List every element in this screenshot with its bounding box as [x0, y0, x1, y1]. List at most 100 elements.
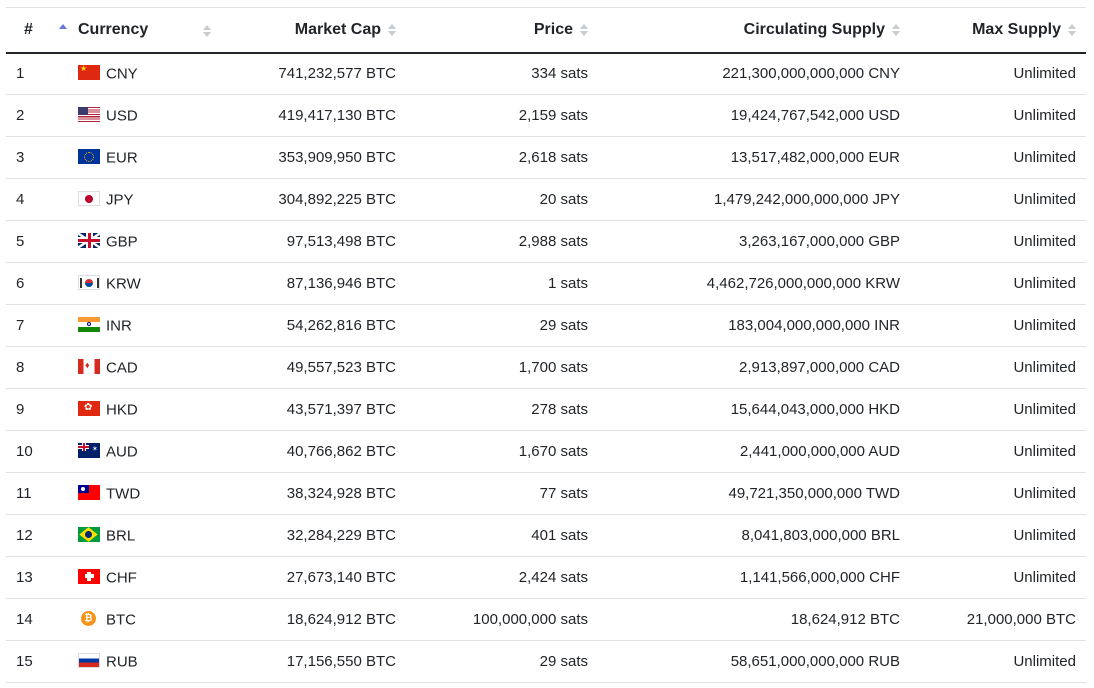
flag-au-icon: [78, 442, 100, 458]
table-row[interactable]: 1 CNY 741,232,577 BTC 334 sats 221,300,0…: [6, 53, 1086, 95]
max-supply-cell: Unlimited: [910, 431, 1086, 473]
price-cell: 29 sats: [406, 305, 598, 347]
circulating-supply-cell: 18,624,912 BTC: [598, 599, 910, 641]
currency-cell[interactable]: GBP: [68, 221, 217, 263]
market-cap-value: 43,571,397 BTC: [286, 401, 396, 418]
currency-cell[interactable]: EUR: [68, 137, 217, 179]
circulating-supply-value: 49,721,350,000,000 TWD: [728, 485, 900, 502]
rank-value: 12: [16, 527, 33, 544]
market-cap-cell: 32,284,229 BTC: [217, 515, 406, 557]
flag-tw-icon: [78, 484, 100, 500]
flag-eu-icon: [78, 148, 100, 164]
rank-cell: 13: [6, 557, 68, 599]
market-cap-value: 17,156,550 BTC: [286, 653, 396, 670]
currency-cell[interactable]: HKD: [68, 389, 217, 431]
sort-ascending-icon: [59, 24, 67, 31]
flag-ch-icon: [78, 568, 100, 584]
table-row[interactable]: 4 JPY 304,892,225 BTC 20 sats 1,479,242,…: [6, 179, 1086, 221]
currency-cell[interactable]: CNY: [68, 53, 217, 95]
rank-value: 14: [16, 611, 33, 628]
currency-cell[interactable]: CHF: [68, 557, 217, 599]
market-cap-value: 97,513,498 BTC: [286, 233, 396, 250]
table-body: 1 CNY 741,232,577 BTC 334 sats 221,300,0…: [6, 53, 1086, 683]
market-cap-cell: 40,766,862 BTC: [217, 431, 406, 473]
max-supply-value: Unlimited: [1013, 65, 1076, 83]
price-cell: 2,424 sats: [406, 557, 598, 599]
circulating-supply-value: 13,517,482,000,000 EUR: [730, 149, 900, 166]
table-row[interactable]: 5 GBP 97,513,498 BTC 2,988 sats 3,263,16…: [6, 221, 1086, 263]
price-value: 2,988 sats: [518, 233, 588, 250]
currency-cell[interactable]: BTC: [68, 599, 217, 641]
table-row[interactable]: 11 TWD 38,324,928 BTC 77 sats 49,721,350…: [6, 473, 1086, 515]
circulating-supply-cell: 8,041,803,000,000 BRL: [598, 515, 910, 557]
max-supply-value: Unlimited: [1013, 149, 1076, 166]
currency-market-cap-table: # Currency Market Cap: [6, 7, 1086, 683]
table-row[interactable]: 13 CHF 27,673,140 BTC 2,424 sats 1,141,5…: [6, 557, 1086, 599]
currency-cell[interactable]: BRL: [68, 515, 217, 557]
header-currency[interactable]: Currency: [68, 8, 217, 53]
rank-cell: 15: [6, 641, 68, 683]
currency-cell[interactable]: KRW: [68, 263, 217, 305]
currency-cell[interactable]: AUD: [68, 431, 217, 473]
header-rank-label: #: [24, 20, 33, 38]
table-row[interactable]: 15 RUB 17,156,550 BTC 29 sats 58,651,000…: [6, 641, 1086, 683]
currency-code: HKD: [106, 401, 138, 419]
rank-cell: 4: [6, 179, 68, 221]
table-row[interactable]: 6 KRW 87,136,946 BTC 1 sats 4,462,726,00…: [6, 263, 1086, 305]
max-supply-cell: Unlimited: [910, 347, 1086, 389]
currency-cell[interactable]: INR: [68, 305, 217, 347]
table-row[interactable]: 9 HKD 43,571,397 BTC 278 sats 15,644,043…: [6, 389, 1086, 431]
circulating-supply-cell: 183,004,000,000,000 INR: [598, 305, 910, 347]
header-rank[interactable]: #: [6, 8, 68, 53]
max-supply-value: Unlimited: [1013, 569, 1076, 586]
price-cell: 1,670 sats: [406, 431, 598, 473]
header-price[interactable]: Price: [406, 8, 598, 53]
header-max-supply[interactable]: Max Supply: [910, 8, 1086, 53]
market-cap-cell: 17,156,550 BTC: [217, 641, 406, 683]
table-row[interactable]: 8 CAD 49,557,523 BTC 1,700 sats 2,913,89…: [6, 347, 1086, 389]
market-cap-cell: 49,557,523 BTC: [217, 347, 406, 389]
table-row[interactable]: 3 EUR 353,909,950 BTC 2,618 sats 13,517,…: [6, 137, 1086, 179]
table-row[interactable]: 12 BRL 32,284,229 BTC 401 sats 8,041,803…: [6, 515, 1086, 557]
currency-cell[interactable]: USD: [68, 95, 217, 137]
circulating-supply-cell: 15,644,043,000,000 HKD: [598, 389, 910, 431]
price-cell: 2,988 sats: [406, 221, 598, 263]
circulating-supply-cell: 2,913,897,000,000 CAD: [598, 347, 910, 389]
currency-cell[interactable]: TWD: [68, 473, 217, 515]
price-cell: 1 sats: [406, 263, 598, 305]
circulating-supply-cell: 49,721,350,000,000 TWD: [598, 473, 910, 515]
table-row[interactable]: 10 AUD 40,766,862 BTC 1,670 sats 2,441,0…: [6, 431, 1086, 473]
table-row[interactable]: 7 INR 54,262,816 BTC 29 sats 183,004,000…: [6, 305, 1086, 347]
header-circulating-supply[interactable]: Circulating Supply: [598, 8, 910, 53]
max-supply-value: Unlimited: [1013, 317, 1076, 334]
max-supply-value: Unlimited: [1013, 233, 1076, 250]
circulating-supply-value: 1,141,566,000,000 CHF: [739, 569, 900, 586]
max-supply-cell: Unlimited: [910, 221, 1086, 263]
price-cell: 334 sats: [406, 53, 598, 95]
rank-value: 8: [16, 359, 25, 376]
circulating-supply-cell: 19,424,767,542,000 USD: [598, 95, 910, 137]
currency-cell[interactable]: CAD: [68, 347, 217, 389]
table-row[interactable]: 2 USD 419,417,130 BTC 2,159 sats 19,424,…: [6, 95, 1086, 137]
max-supply-value: 21,000,000 BTC: [966, 611, 1076, 628]
price-value: 77 sats: [539, 485, 588, 502]
currency-code: RUB: [106, 653, 138, 671]
rank-cell: 12: [6, 515, 68, 557]
header-max-supply-label: Max Supply: [972, 20, 1061, 38]
currency-code: USD: [106, 107, 138, 125]
market-cap-cell: 38,324,928 BTC: [217, 473, 406, 515]
rank-value: 9: [16, 401, 25, 418]
table-row[interactable]: 14 BTC 18,624,912 BTC 100,000,000 sats 1…: [6, 599, 1086, 641]
currency-code: AUD: [106, 443, 138, 461]
max-supply-value: Unlimited: [1013, 191, 1076, 208]
max-supply-value: Unlimited: [1013, 107, 1076, 124]
price-value: 29 sats: [539, 317, 588, 334]
header-market-cap[interactable]: Market Cap: [217, 8, 406, 53]
currency-cell[interactable]: JPY: [68, 179, 217, 221]
market-cap-value: 419,417,130 BTC: [278, 107, 396, 124]
market-cap-value: 38,324,928 BTC: [286, 485, 396, 502]
price-cell: 20 sats: [406, 179, 598, 221]
currency-code: CNY: [106, 65, 138, 83]
price-value: 2,424 sats: [518, 569, 588, 586]
currency-cell[interactable]: RUB: [68, 641, 217, 683]
